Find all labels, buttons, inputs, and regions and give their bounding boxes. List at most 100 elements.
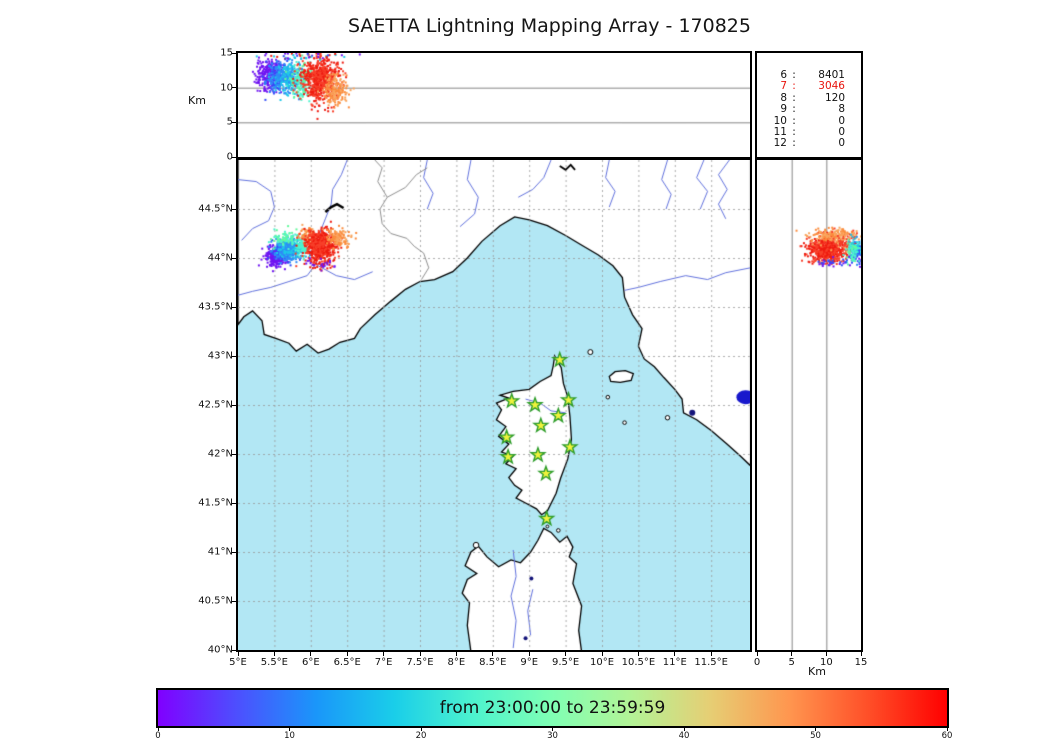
count-value: 8 [838,103,845,116]
map-x-tick-label: 6°E [301,657,320,668]
map-x-tick-label: 9°E [520,657,539,668]
map-y-tick-mark [232,306,236,308]
map-x-tick-label: 8.5°E [479,657,507,668]
map-y-tick-mark [232,453,236,455]
map-y-tick-mark [232,600,236,602]
map-x-tick-mark [710,652,712,656]
map-y-tick-mark [232,257,236,259]
map-x-tick-mark [346,652,348,656]
map-y-tick-label: 41.5°N [198,497,233,509]
source-count-row: 7: 3046 [757,80,861,93]
map-y-tick-mark [232,502,236,504]
count-value: 8401 [818,69,845,81]
map-x-tick-label: 9.5°E [551,657,580,668]
map-y-tick-mark [232,649,236,651]
right-x-tick-label: 15 [854,657,868,668]
source-count-row: 9: 8 [757,103,861,116]
map-x-tick-mark [637,652,639,656]
count-value: 120 [824,91,845,104]
separator: : [792,103,796,116]
right-x-tick-label: 10 [819,657,833,668]
map-y-tick-mark [232,404,236,406]
top-y-tick-mark [232,156,236,158]
source-count-list: 6:8401 7:3046 8:120 9:8 10:0 11:0 12:0 [757,53,861,172]
right-x-tick-label: 5 [788,657,795,668]
top-y-tick-mark [232,52,236,54]
top-y-tick-mark [232,121,236,123]
right-panel-x-axis-label: Km [808,665,826,678]
map-x-tick-label: 5°E [229,657,247,668]
map-y-tick-label: 41°N [207,546,233,558]
separator: : [792,91,796,104]
colorbar-tick-mark [815,728,816,731]
map-y-tick-label: 44°N [207,252,233,264]
count-value: 3046 [818,80,845,93]
top-y-tick-mark [232,87,236,89]
colorbar-tick-mark [157,728,159,731]
page-title: SAETTA Lightning Mapping Array - 170825 [348,15,751,37]
colorbar-tick-label: 30 [547,731,558,741]
right-x-tick-mark [860,652,862,656]
map-x-tick-label: 5.5°E [260,657,289,668]
map-x-tick-mark [565,652,567,656]
map-y-tick-label: 44.5°N [198,203,233,215]
level-label: 9 [780,103,787,116]
source-count-row: 8: 120 [757,91,861,104]
map-x-tick-label: 6.5°E [333,657,361,668]
colorbar-tick-label: 20 [415,731,427,741]
count-value: 0 [838,137,845,150]
right-x-tick-mark [825,652,827,656]
map-y-tick-label: 43.5°N [198,301,233,313]
map-y-tick-mark [232,355,236,357]
source-count-row: 11: 0 [757,125,861,138]
colorbar-tick-mark [289,728,290,731]
colorbar-tick-label: 0 [155,731,161,741]
separator: : [792,125,796,138]
map-scatter [238,160,750,650]
map-y-tick-label: 42°N [207,448,233,460]
colorbar-tick-label: 40 [678,731,690,741]
top-y-tick-label: 0 [226,151,233,163]
right-x-tick-label: 0 [753,657,761,668]
top-panel-y-axis-label: Km [188,94,206,107]
map-x-tick-label: 11.5°E [694,657,728,668]
map-x-tick-label: 7°E [374,657,393,668]
map-x-tick-mark [237,652,239,656]
map-y-tick-mark [232,551,236,553]
map-x-tick-label: 11°E [662,657,687,668]
level-label: 11 [773,125,787,138]
colorbar-gradient [158,690,947,726]
separator: : [792,137,796,150]
separator: : [792,69,796,81]
map-x-tick-mark [419,652,421,656]
source-count-row: 10: 0 [757,114,861,127]
map-y-tick-mark [232,208,236,210]
level-label: 7 [780,80,787,93]
map-y-tick-label: 43°N [207,350,233,362]
lon-altitude-scatter [238,53,750,157]
colorbar-tick-label: 10 [284,731,295,741]
colorbar-tick-mark [420,728,422,731]
colorbar-tick-label: 50 [810,731,821,741]
count-value: 0 [838,114,845,127]
level-label: 12 [773,137,787,150]
colorbar-tick-mark [552,728,553,731]
count-value: 0 [838,125,845,138]
map-x-tick-mark [310,652,312,656]
top-y-tick-label: 5 [226,116,233,128]
map-x-tick-label: 7.5°E [406,657,434,668]
level-label: 8 [780,91,787,104]
stats-panel-frame [755,51,863,160]
separator: : [792,114,796,127]
map-x-tick-mark [492,652,494,656]
colorbar-time-label: from 23:00:00 to 23:59:59 [439,698,666,718]
right-x-tick-mark [791,652,793,656]
map-x-tick-mark [528,652,530,656]
top-y-tick-label: 15 [220,47,233,59]
map-x-tick-label: 10.5°E [621,657,656,668]
map-y-tick-label: 40°N [207,644,233,656]
map-y-tick-label: 40.5°N [198,595,233,607]
map-x-tick-mark [273,652,275,656]
colorbar-tick-label: 60 [941,731,953,741]
source-count-row: 12: 0 [757,137,861,150]
